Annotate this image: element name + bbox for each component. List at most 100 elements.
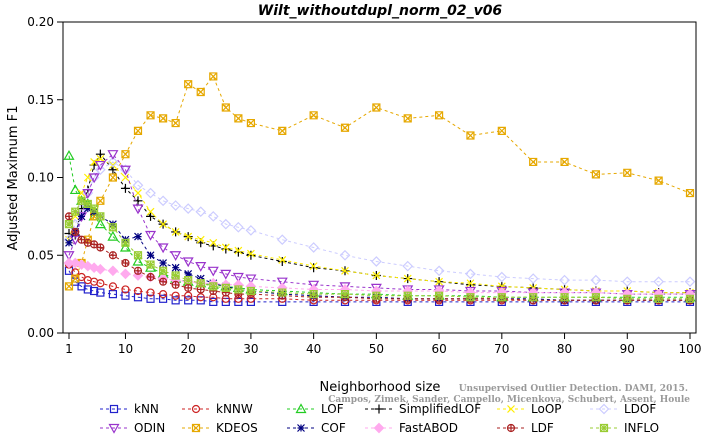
point-inflo <box>121 238 130 247</box>
series-line-loop <box>68 158 690 294</box>
point-loop <box>221 243 230 252</box>
point-simplifiedlof <box>246 250 256 260</box>
series-inflo <box>64 196 695 303</box>
point-ldof <box>621 276 633 288</box>
point-kdeos <box>434 111 444 120</box>
point-ldof <box>339 249 351 261</box>
point-inflo <box>71 207 80 216</box>
point-inflo <box>83 199 92 209</box>
point-knn <box>108 290 118 299</box>
point-lof <box>119 241 131 252</box>
point-inflo <box>623 294 632 303</box>
point-loop <box>108 161 117 169</box>
point-kdeos <box>234 114 243 123</box>
point-inflo <box>158 266 168 275</box>
point-odin <box>220 269 232 280</box>
point-knnw <box>121 285 130 294</box>
point-knnw <box>146 288 155 297</box>
legend-item-inflo: INFLO <box>590 421 659 434</box>
legend: kNN kNNW LOF SimplifiedLOF LoOP LDOF ODIN KDEOS… <box>100 402 659 434</box>
x-tick-label: 40 <box>306 342 321 356</box>
point-loop <box>196 235 205 244</box>
y-tick-label: 0.10 <box>27 171 54 185</box>
point-loop <box>146 207 155 216</box>
point-loop <box>90 158 99 166</box>
point-kdeos <box>560 157 569 167</box>
point-inflo <box>340 290 350 299</box>
point-odin <box>207 266 219 277</box>
point-loop <box>341 266 349 275</box>
x-tick-label: 50 <box>369 342 384 356</box>
legend-marker-ldf <box>506 423 516 433</box>
point-inflo <box>196 279 205 288</box>
point-kdeos <box>71 274 80 283</box>
point-simplifiedlof <box>221 244 231 254</box>
point-kdeos <box>171 118 180 128</box>
point-knnw <box>184 291 193 300</box>
y-tick-label: 0.20 <box>27 15 54 29</box>
point-odin <box>232 272 244 283</box>
point-ldof <box>653 276 664 288</box>
point-ldof <box>402 260 414 272</box>
point-inflo <box>497 293 506 302</box>
series-loop <box>65 154 694 297</box>
point-knnw <box>133 286 143 296</box>
legend-marker-simplifiedlof <box>374 404 384 414</box>
series-line-knn <box>68 270 690 303</box>
legend-label-cof: COF <box>321 421 346 434</box>
point-inflo <box>209 282 218 291</box>
legend-marker-odin <box>108 423 120 434</box>
point-kdeos <box>209 72 218 81</box>
point-kdeos <box>96 196 105 205</box>
point-ldof <box>170 200 181 211</box>
legend-item-knn: kNN <box>100 402 159 416</box>
point-loop <box>309 262 318 271</box>
point-kdeos <box>685 188 695 198</box>
point-knn <box>184 296 193 305</box>
series-kdeos <box>64 72 695 291</box>
point-ldf <box>171 280 180 289</box>
legend-item-odin: ODIN <box>100 421 165 434</box>
point-kdeos <box>246 118 256 128</box>
point-ldof <box>590 274 602 286</box>
series-layer <box>63 72 696 306</box>
legend-marker-ldof <box>598 403 610 415</box>
point-lof <box>63 150 75 160</box>
point-inflo <box>171 271 180 280</box>
point-odin <box>157 243 169 254</box>
point-knnw <box>96 279 105 288</box>
point-loop <box>403 274 412 283</box>
legend-label-knn: kNN <box>134 402 159 416</box>
point-odin <box>94 160 106 171</box>
point-kdeos <box>158 114 168 123</box>
legend-item-loop: LoOP <box>497 402 562 416</box>
point-cof <box>83 204 92 213</box>
x-tick-label: 80 <box>557 342 572 356</box>
point-ldf <box>108 251 118 260</box>
point-kdeos <box>64 282 74 291</box>
point-simplifiedlof <box>309 263 319 273</box>
point-odin <box>182 257 194 268</box>
point-odin <box>245 274 257 285</box>
point-ldof <box>145 187 156 199</box>
x-tick-label: 1 <box>65 342 73 356</box>
legend-marker-kdeos <box>191 423 201 433</box>
point-kdeos <box>278 126 287 135</box>
legend-item-cof: COF <box>287 421 346 434</box>
legend-label-lof: LOF <box>321 402 344 416</box>
point-inflo <box>89 204 99 213</box>
point-loop <box>134 189 142 197</box>
point-inflo <box>278 288 287 297</box>
point-kdeos <box>133 126 143 135</box>
point-inflo <box>560 293 569 302</box>
point-kdeos <box>466 131 475 140</box>
legend-item-lof: LOF <box>287 402 344 416</box>
point-inflo <box>529 293 538 302</box>
y-tick-label: 0.05 <box>27 248 54 262</box>
legend-label-simplifiedlof: SimplifiedLOF <box>399 402 481 416</box>
point-ldf <box>71 227 80 237</box>
x-tick-label: 90 <box>620 342 635 356</box>
legend-label-knnw: kNNW <box>216 402 253 416</box>
point-ldf <box>158 277 168 286</box>
point-ldof <box>433 265 445 277</box>
